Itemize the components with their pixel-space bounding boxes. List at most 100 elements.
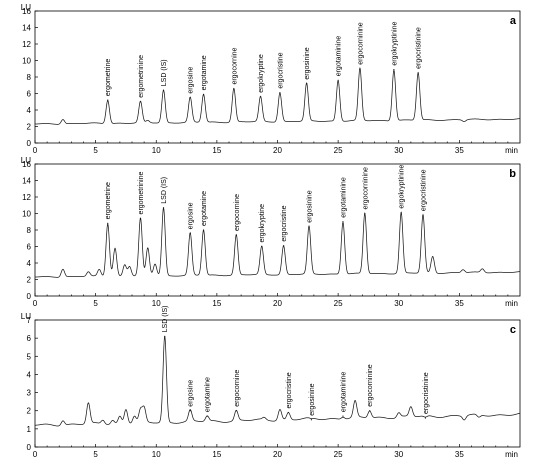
x-tick-label: 5 xyxy=(93,450,98,459)
peak-label: ergokryptinine xyxy=(391,21,398,65)
peak-label: ergosine xyxy=(188,202,195,229)
x-tick-label: 15 xyxy=(212,450,221,459)
y-tick-label: 0 xyxy=(27,292,32,301)
x-tick-label: 25 xyxy=(334,450,343,459)
peak-apex xyxy=(202,93,205,95)
peak-apex xyxy=(202,229,205,231)
y-tick-label: 16 xyxy=(22,7,31,16)
peak-apex xyxy=(233,87,235,90)
peak-apex xyxy=(107,99,109,101)
y-tick-label: 4 xyxy=(27,259,32,268)
peak-label: ergocorninine xyxy=(357,22,364,65)
y-tick-label: 1 xyxy=(27,425,32,434)
peak-apex xyxy=(162,89,165,91)
peak-apex xyxy=(189,97,191,99)
peak-apex xyxy=(287,411,290,414)
x-tick-label: 20 xyxy=(273,299,282,308)
peak-apex xyxy=(164,335,166,337)
peak-apex xyxy=(417,72,419,74)
x-tick-label: 30 xyxy=(394,450,403,459)
peak-apex xyxy=(342,415,344,417)
peak-label: ergosinine xyxy=(307,190,314,222)
peak-label: ergocristinine xyxy=(416,27,423,69)
x-tick-label: 30 xyxy=(394,146,403,155)
peak-apex xyxy=(424,417,427,419)
peak-label: ergocorninine xyxy=(362,167,369,210)
peak-label: ergokryptine xyxy=(258,54,265,93)
y-tick-label: 6 xyxy=(27,334,32,343)
x-axis-unit: min xyxy=(505,299,518,308)
x-tick-label: 10 xyxy=(152,450,161,459)
x-tick-label: 25 xyxy=(334,299,343,308)
x-tick-label: 20 xyxy=(273,146,282,155)
x-tick-label: 35 xyxy=(455,146,464,155)
y-tick-label: 12 xyxy=(22,40,31,49)
y-tick-label: 10 xyxy=(22,210,31,219)
peak-apex xyxy=(261,245,263,248)
y-tick-label: 2 xyxy=(27,276,32,285)
peak-label: ergosine xyxy=(188,380,195,407)
peak-label: ergocristinine xyxy=(421,169,428,211)
chromatogram-panel-c: 0 1 2 3 4 5 6 7LU 0 5 10 15 20 25 30 35 min c LSD (IS) ergo… xyxy=(21,305,521,459)
peak-label: LSD (IS) xyxy=(161,59,168,86)
peak-label: ergocornine xyxy=(231,47,238,84)
y-tick-label: 12 xyxy=(22,193,31,202)
x-tick-label: 20 xyxy=(273,450,282,459)
plot-frame xyxy=(34,319,521,448)
peak-apex xyxy=(189,410,191,412)
peak-label: ergotaminine xyxy=(340,177,347,218)
peak-label: ergosinine xyxy=(309,383,316,415)
y-tick-label: 7 xyxy=(27,316,32,325)
peak-apex xyxy=(107,222,109,224)
y-tick-label: 10 xyxy=(22,57,31,66)
x-tick-label: 35 xyxy=(455,450,464,459)
peak-apex xyxy=(306,83,308,85)
panel-letter: b xyxy=(509,168,516,180)
peak-label: ergotaminine xyxy=(340,372,347,413)
peak-label: ergometrinine xyxy=(138,172,145,215)
peak-label: LSD (IS) xyxy=(162,305,169,332)
x-tick-label: 25 xyxy=(334,146,343,155)
peak-label: ergocorninine xyxy=(367,364,374,407)
x-tick-label: 30 xyxy=(394,299,403,308)
x-tick-label: 0 xyxy=(33,299,38,308)
peak-label: ergotaminine xyxy=(336,36,343,77)
peak-apex xyxy=(235,234,237,236)
peak-apex xyxy=(139,101,142,103)
y-tick-label: 4 xyxy=(27,106,32,115)
peak-apex xyxy=(235,410,237,412)
x-tick-label: 0 xyxy=(33,450,38,459)
peak-label: ergosine xyxy=(188,67,195,94)
peak-apex xyxy=(364,212,366,215)
y-tick-label: 2 xyxy=(27,123,32,132)
x-tick-label: 10 xyxy=(152,299,161,308)
x-tick-label: 5 xyxy=(93,299,98,308)
peak-apex xyxy=(342,221,344,223)
chromatogram-trace xyxy=(34,336,521,427)
y-tick-label: 3 xyxy=(27,389,32,398)
y-tick-label: 6 xyxy=(27,90,32,99)
y-tick-label: 0 xyxy=(27,139,32,148)
peak-label: ergokryptinine xyxy=(399,165,406,209)
peak-label: ergotamine xyxy=(205,377,212,412)
peak-apex xyxy=(139,217,142,220)
x-tick-label: 15 xyxy=(212,146,221,155)
y-axis-unit: LU xyxy=(21,3,31,12)
y-tick-label: 2 xyxy=(27,407,32,416)
peak-apex xyxy=(259,96,262,98)
chromatogram-trace xyxy=(34,67,521,125)
peak-label: ergosinine xyxy=(304,47,311,79)
peak-label: ergometrine xyxy=(105,59,112,96)
peak-apex xyxy=(337,79,339,81)
peak-label: ergocristinine xyxy=(423,372,430,414)
x-tick-label: 15 xyxy=(212,299,221,308)
peak-label: ergocristine xyxy=(277,52,284,88)
peak-label: ergometrinine xyxy=(138,55,145,98)
peak-apex xyxy=(422,214,424,216)
peak-apex xyxy=(400,212,402,214)
peak-label: ergocristine xyxy=(281,205,288,241)
peak-label: ergometrine xyxy=(105,182,112,219)
peak-apex xyxy=(162,207,165,209)
peak-label: ergocornine xyxy=(234,370,241,407)
